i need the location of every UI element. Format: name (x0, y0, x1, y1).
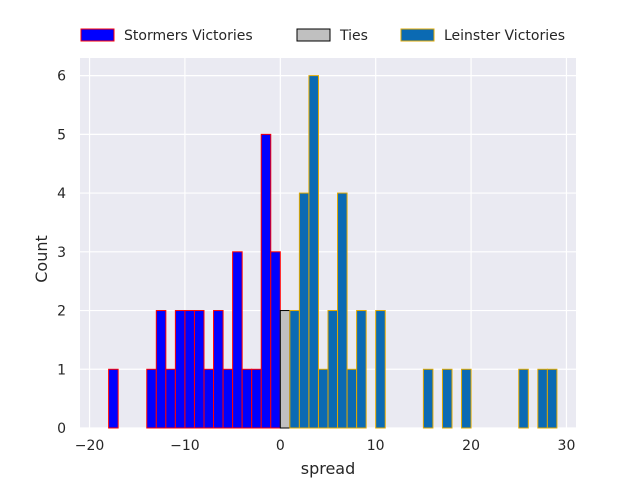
histogram-bar (165, 368, 176, 429)
histogram-bar (337, 192, 348, 429)
legend-label: Ties (339, 28, 368, 44)
x-tick-label: −20 (75, 438, 105, 454)
histogram-bar (546, 368, 558, 429)
histogram-bar (203, 368, 215, 429)
y-tick-label: 2 (57, 304, 66, 320)
x-tick-label: 20 (462, 438, 480, 454)
legend-swatch (400, 28, 435, 42)
histogram-bar (461, 368, 472, 429)
histogram-bar (222, 368, 234, 429)
y-tick-label: 3 (57, 245, 66, 261)
x-tick-label: 0 (276, 438, 285, 454)
histogram-bar (213, 310, 224, 429)
y-axis-label: Count (32, 235, 51, 283)
x-tick-labels: −20 −10 0 10 20 30 (75, 438, 576, 454)
legend-swatch (80, 28, 115, 42)
histogram-bar (279, 310, 291, 429)
x-tick-label: 10 (367, 438, 385, 454)
y-tick-labels: 0 1 2 3 4 5 6 (57, 69, 66, 437)
x-tick-label: −10 (170, 438, 200, 454)
histogram-bar (356, 310, 367, 429)
histogram-bar (270, 251, 281, 429)
x-axis-label: spread (301, 459, 356, 478)
histogram-bar (327, 310, 339, 429)
histogram-bar (298, 192, 310, 429)
y-tick-label: 6 (57, 69, 66, 85)
x-tick-label: 30 (558, 438, 576, 454)
bars (108, 75, 558, 429)
histogram-bar (375, 310, 386, 429)
histogram-bar (346, 368, 358, 429)
histogram-bar (174, 310, 186, 429)
histogram-bar (260, 133, 272, 429)
histogram-bar (184, 310, 195, 429)
y-tick-label: 5 (57, 127, 66, 143)
histogram-bar (518, 368, 529, 429)
legend: Stormers Victories Ties Leinster Victories (80, 28, 565, 44)
legend-label: Leinster Victories (444, 28, 565, 44)
y-tick-label: 1 (57, 362, 66, 378)
legend-label: Stormers Victories (124, 28, 253, 44)
histogram-bar (317, 368, 329, 429)
histogram-bar (289, 310, 300, 429)
histogram-bar (441, 368, 453, 429)
legend-swatch (296, 28, 331, 42)
histogram-bar (193, 310, 205, 429)
histogram-bar (241, 368, 253, 429)
histogram-bar (146, 368, 157, 429)
histogram-bar (422, 368, 434, 429)
histogram-bar (251, 368, 262, 429)
histogram-bar (232, 251, 243, 429)
histogram-bar (308, 75, 319, 429)
y-tick-label: 0 (57, 421, 66, 437)
histogram-bar (108, 368, 119, 429)
histogram-bar (537, 368, 548, 429)
y-tick-label: 4 (57, 186, 66, 202)
histogram-bar (155, 310, 167, 429)
